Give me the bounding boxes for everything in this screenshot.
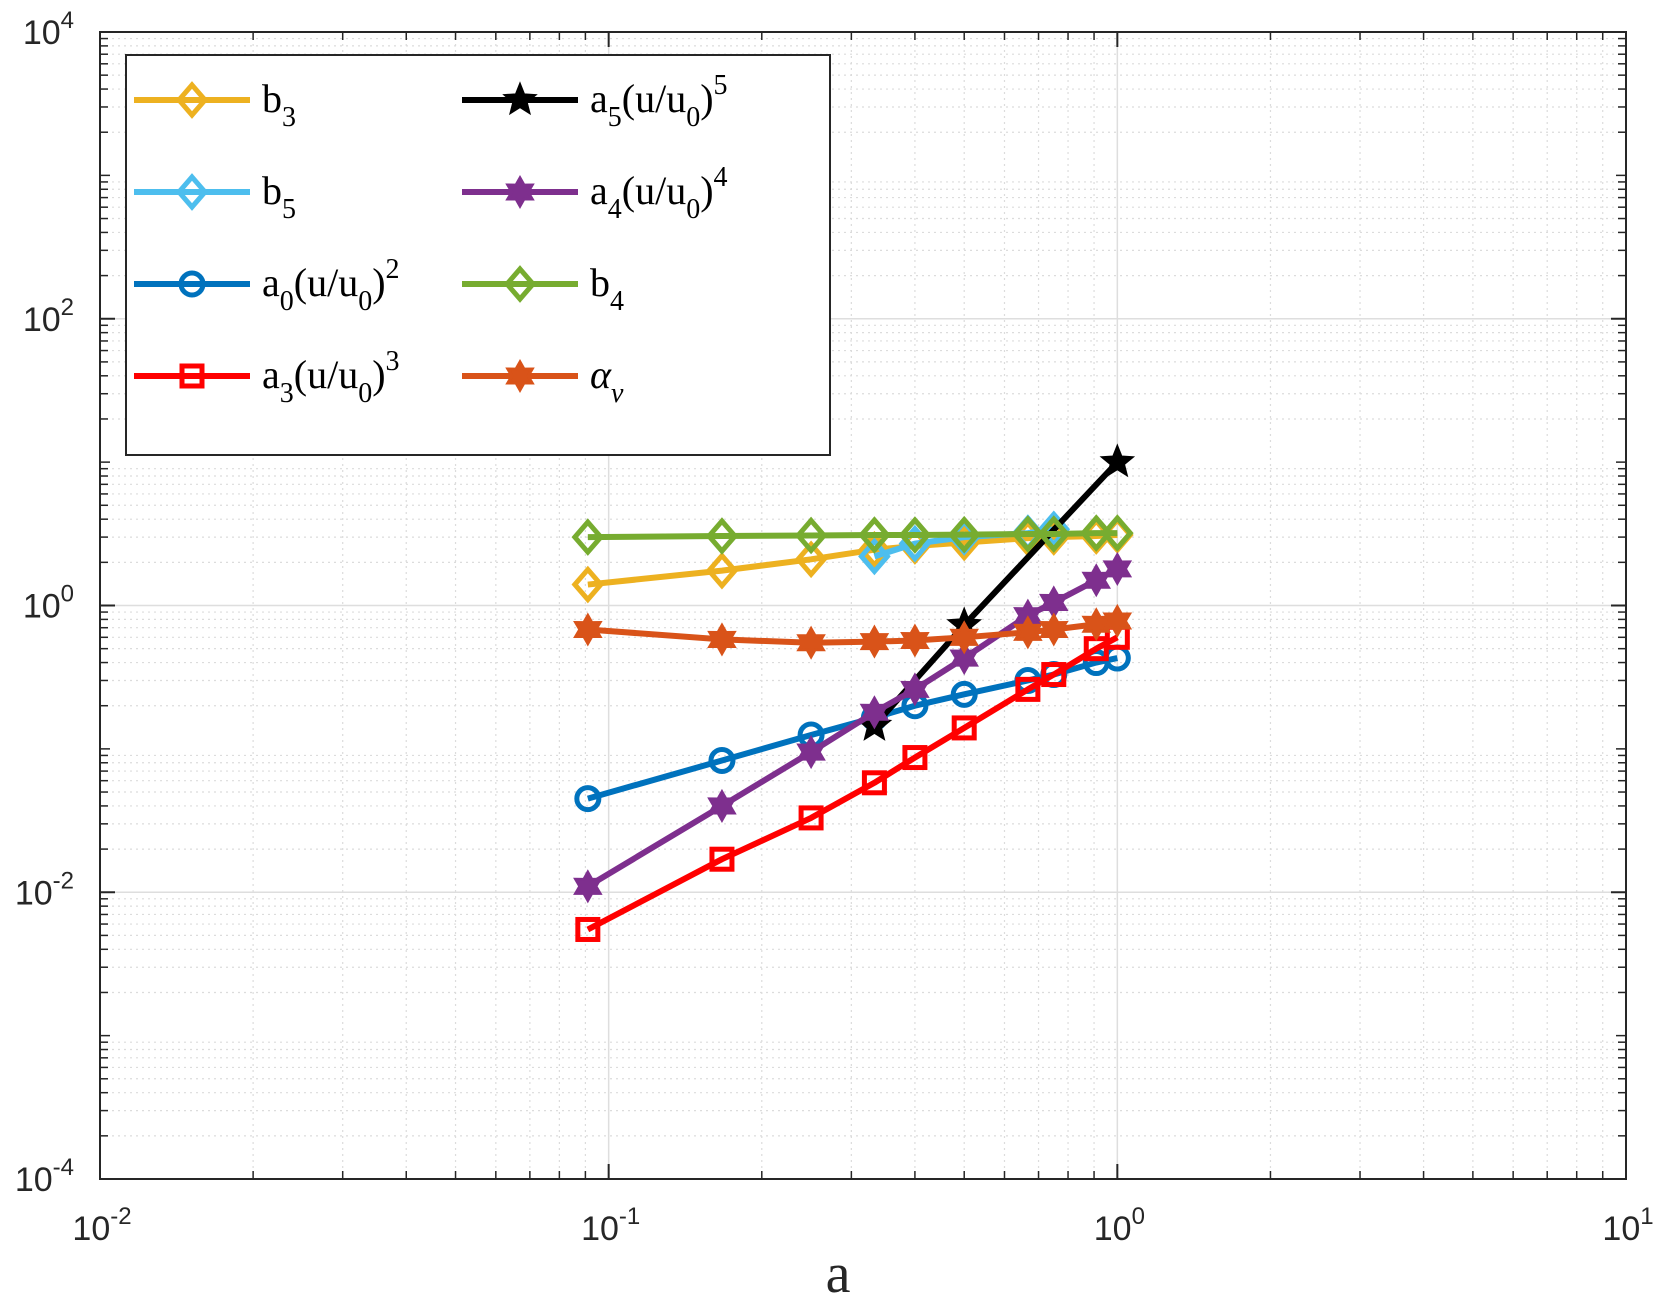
legend-label: b4 xyxy=(590,260,624,317)
data-point xyxy=(705,551,739,590)
y-tick-labels: 10-4 10-2 100 102 104 xyxy=(15,7,74,1199)
data-point xyxy=(859,695,890,730)
legend-swatch-marker xyxy=(175,81,209,119)
data-point xyxy=(1101,514,1134,552)
legend-swatch-marker xyxy=(178,270,206,298)
x-axis-title: a xyxy=(826,1243,851,1302)
series-line xyxy=(587,532,1118,588)
data-point xyxy=(571,518,605,556)
data-point xyxy=(1015,676,1041,702)
data-point xyxy=(573,612,603,647)
legend-swatch-marker xyxy=(175,173,209,211)
series-7 xyxy=(571,514,1134,556)
data-point xyxy=(898,516,932,554)
legend-swatch-marker xyxy=(179,363,205,389)
series-layer xyxy=(571,443,1136,942)
data-point xyxy=(1099,443,1136,478)
legend-label: b5 xyxy=(262,168,296,225)
minor-grid xyxy=(100,32,1626,1179)
data-point xyxy=(900,672,930,707)
legend-entry: b4 xyxy=(462,260,624,317)
data-point xyxy=(900,623,930,658)
x-tick-label: 10-1 xyxy=(581,1203,640,1248)
legend-entry: a0(u/u0)2 xyxy=(134,254,400,317)
legend-label: b3 xyxy=(262,76,296,133)
legend-label: αν xyxy=(590,352,624,409)
data-point xyxy=(574,785,602,813)
data-point xyxy=(1039,612,1069,647)
data-point xyxy=(794,516,828,555)
data-point xyxy=(705,517,739,555)
data-point xyxy=(707,622,737,657)
legend-entry: a4(u/u0)4 xyxy=(462,162,728,225)
data-point xyxy=(950,680,978,708)
x-tick-label: 100 xyxy=(1094,1203,1145,1248)
series-line xyxy=(587,618,1118,646)
y-tick-label: 100 xyxy=(23,581,74,626)
data-point xyxy=(796,625,826,660)
legend-label: a4(u/u0)4 xyxy=(590,162,728,225)
data-point xyxy=(796,735,826,770)
legend-label: a3(u/u0)3 xyxy=(262,346,400,409)
series-4 xyxy=(575,624,1130,942)
data-point xyxy=(1011,515,1045,553)
data-point xyxy=(798,805,824,831)
data-point xyxy=(1013,615,1043,650)
data-point xyxy=(858,537,891,576)
data-point xyxy=(1037,515,1071,553)
x-tick-label: 101 xyxy=(1602,1203,1653,1248)
data-point xyxy=(858,530,891,569)
legend-swatch-marker xyxy=(505,358,535,394)
legend-swatch-marker xyxy=(503,265,537,303)
y-tick-label: 102 xyxy=(23,294,74,339)
y-tick-label: 104 xyxy=(23,7,74,52)
data-point xyxy=(794,540,828,579)
legend-label: a5(u/u0)5 xyxy=(590,70,728,133)
legend-box xyxy=(125,54,831,456)
series-line xyxy=(586,566,1119,889)
data-point xyxy=(709,846,735,872)
data-point xyxy=(949,641,979,676)
data-point xyxy=(708,746,736,774)
data-point xyxy=(707,788,737,823)
y-tick-label: 10-2 xyxy=(15,867,74,912)
data-point xyxy=(573,869,603,904)
data-point xyxy=(947,515,981,554)
data-point xyxy=(1079,514,1113,552)
data-point xyxy=(575,916,601,942)
legend-entry: b3 xyxy=(134,76,296,133)
x-tick-label: 10-2 xyxy=(72,1203,131,1248)
legend-swatch-marker xyxy=(502,81,538,116)
legend-entry: b5 xyxy=(134,168,296,225)
data-point xyxy=(1102,603,1133,639)
series-line xyxy=(587,530,1118,541)
data-point xyxy=(858,516,891,554)
data-point xyxy=(861,770,887,796)
ticks-layer xyxy=(99,31,1627,1180)
data-point xyxy=(949,620,979,655)
data-point xyxy=(1102,551,1133,586)
data-point xyxy=(1041,662,1067,688)
data-point xyxy=(951,715,977,741)
legend-entry: a3(u/u0)3 xyxy=(134,346,400,409)
legend-entry: a5(u/u0)5 xyxy=(462,70,728,133)
data-point xyxy=(902,745,928,771)
data-point xyxy=(859,624,890,659)
legend-entry: αν xyxy=(462,352,624,409)
y-tick-label: 10-4 xyxy=(15,1154,74,1199)
data-point xyxy=(571,565,605,604)
legend-swatch-marker xyxy=(505,174,535,210)
series-line xyxy=(586,634,1119,933)
legend: b3 b5 a0(u/u0)2 a3(u/u0)3 a5(u/u0)5 a4(u/u0)4… xyxy=(125,54,831,456)
series-8 xyxy=(573,603,1133,660)
x-tick-labels: 10-2 10-1 100 101 xyxy=(72,1203,1653,1248)
legend-label: a0(u/u0)2 xyxy=(262,254,400,317)
series-line xyxy=(587,655,1118,802)
